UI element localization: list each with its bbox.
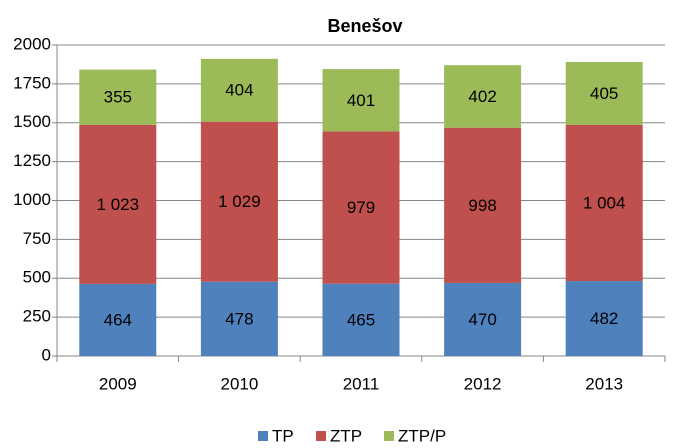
bar-segment [200,281,278,356]
legend-swatch [384,431,394,441]
x-tick-label: 2011 [343,374,380,393]
legend-swatch [316,431,326,441]
bar-segment [565,61,643,125]
bar-segment [565,124,643,282]
data-label: 405 [590,84,618,103]
bar-segment [322,131,400,284]
chart-title: Benešov [327,16,402,36]
y-tick-label: 250 [23,307,51,326]
bar-segment [322,283,400,356]
y-tick-label: 1250 [13,151,51,170]
bar-segment [200,58,278,122]
x-tick-label: 2013 [585,374,623,393]
data-label: 402 [468,87,496,106]
y-tick-label: 1500 [13,112,51,131]
y-tick-label: 0 [42,345,51,364]
data-label: 1 004 [583,193,626,212]
data-label: 998 [468,196,496,215]
y-tick-label: 500 [23,268,51,287]
data-label: 404 [225,81,253,100]
data-label: 355 [104,88,132,107]
bar-segment [79,283,157,356]
bar-segment [565,281,643,356]
data-label: 470 [468,310,496,329]
data-label: 979 [347,198,375,217]
bar-segment [79,69,157,125]
x-tick-label: 2009 [99,374,137,393]
bar-segment [79,124,157,284]
y-tick-label: 750 [23,229,51,248]
data-label: 465 [347,310,375,329]
data-label: 1 023 [97,195,140,214]
bar-segment [322,69,400,132]
bar-segment [444,65,522,128]
bar-segment [444,282,522,356]
data-label: 482 [590,309,618,328]
legend-label: TP [272,426,294,445]
x-tick-label: 2012 [464,374,502,393]
legend-label: ZTP/P [398,426,446,445]
x-tick-label: 2010 [220,374,258,393]
data-label: 1 029 [218,192,261,211]
bar-segment [200,121,278,282]
y-tick-label: 1000 [13,190,51,209]
data-label: 464 [104,310,132,329]
y-tick-label: 2000 [13,34,51,53]
legend-label: ZTP [330,426,362,445]
legend-swatch [258,431,268,441]
data-label: 478 [225,309,253,328]
data-label: 401 [347,91,375,110]
bar-segment [444,127,522,283]
y-tick-label: 1750 [13,73,51,92]
